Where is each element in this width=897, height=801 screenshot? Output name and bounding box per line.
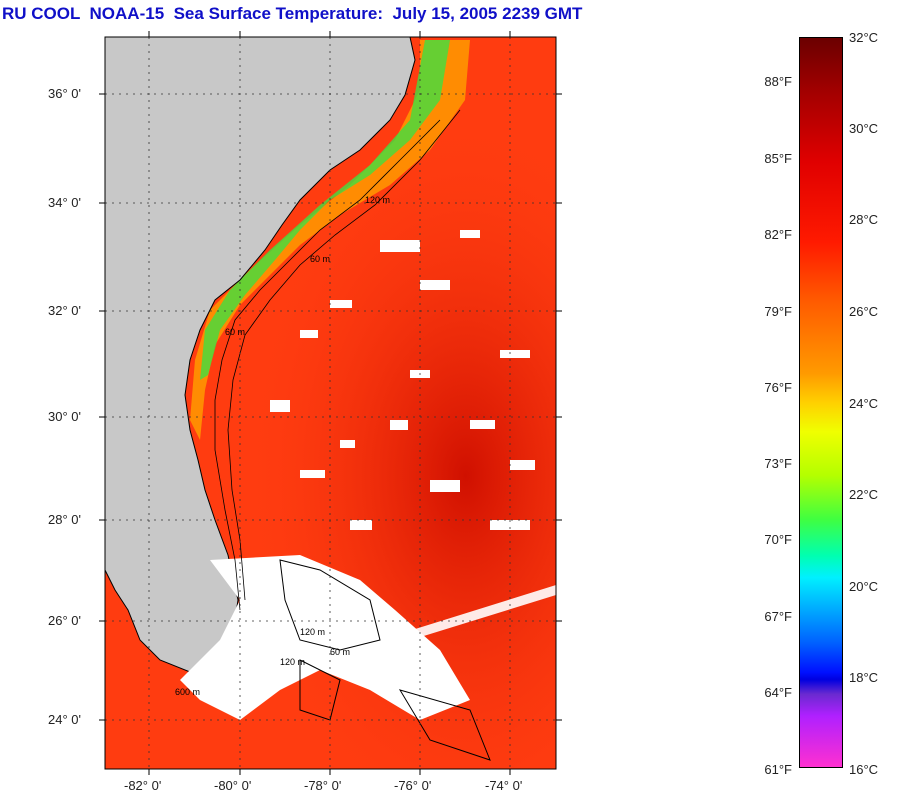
celsius-label: 26°C [849, 304, 879, 319]
fahrenheit-label: 85°F [764, 151, 792, 166]
celsius-label: 16°C [849, 762, 879, 777]
lat-label: 36° 0' [48, 86, 81, 101]
cloud-region-south [180, 555, 470, 720]
celsius-label: 20°C [849, 579, 879, 594]
contour-label: 60 m [330, 647, 350, 657]
celsius-label: 32°C [849, 30, 879, 45]
celsius-label: 30°C [849, 121, 879, 136]
lon-label: -74° 0' [485, 778, 523, 793]
fahrenheit-label: 73°F [764, 456, 792, 471]
lat-label: 34° 0' [48, 195, 81, 210]
land-mass [105, 37, 416, 673]
contour-label: 60 m [310, 254, 330, 264]
celsius-label: 22°C [849, 487, 879, 502]
chart-title: RU COOL NOAA-15 Sea Surface Temperature:… [2, 4, 583, 23]
contour-label: 600 m [175, 687, 200, 697]
fahrenheit-label: 82°F [764, 227, 792, 242]
fahrenheit-label: 67°F [764, 609, 792, 624]
axis-ticks [99, 31, 562, 775]
fahrenheit-label: 88°F [764, 74, 792, 89]
cloud-region-streak [380, 585, 556, 648]
fahrenheit-label: 61°F [764, 762, 792, 777]
lon-label: -76° 0' [394, 778, 432, 793]
celsius-label: 24°C [849, 396, 879, 411]
fahrenheit-label: 64°F [764, 685, 792, 700]
contour-label: 120 m [300, 627, 325, 637]
lat-label: 26° 0' [48, 613, 81, 628]
lat-label: 30° 0' [48, 409, 81, 424]
fahrenheit-label: 76°F [764, 380, 792, 395]
lon-label: -78° 0' [304, 778, 342, 793]
lon-label: -82° 0' [124, 778, 162, 793]
lat-label: 28° 0' [48, 512, 81, 527]
lon-label: -80° 0' [214, 778, 252, 793]
colorbar [799, 37, 843, 768]
contour-600m [227, 109, 461, 601]
contour-label: 60 m [225, 327, 245, 337]
contour-label: 120 m [280, 657, 305, 667]
coastal-green-band [200, 40, 450, 380]
contour-label: 120 m [365, 195, 390, 205]
lat-label: 32° 0' [48, 303, 81, 318]
graticule [105, 37, 556, 769]
fahrenheit-label: 70°F [764, 532, 792, 547]
celsius-label: 18°C [849, 670, 879, 685]
fahrenheit-label: 79°F [764, 304, 792, 319]
contour-60m [214, 119, 441, 611]
lat-label: 24° 0' [48, 712, 81, 727]
celsius-label: 28°C [849, 212, 879, 227]
